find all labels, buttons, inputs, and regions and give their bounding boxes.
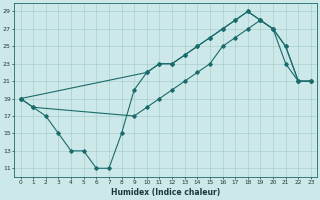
X-axis label: Humidex (Indice chaleur): Humidex (Indice chaleur) xyxy=(111,188,220,197)
